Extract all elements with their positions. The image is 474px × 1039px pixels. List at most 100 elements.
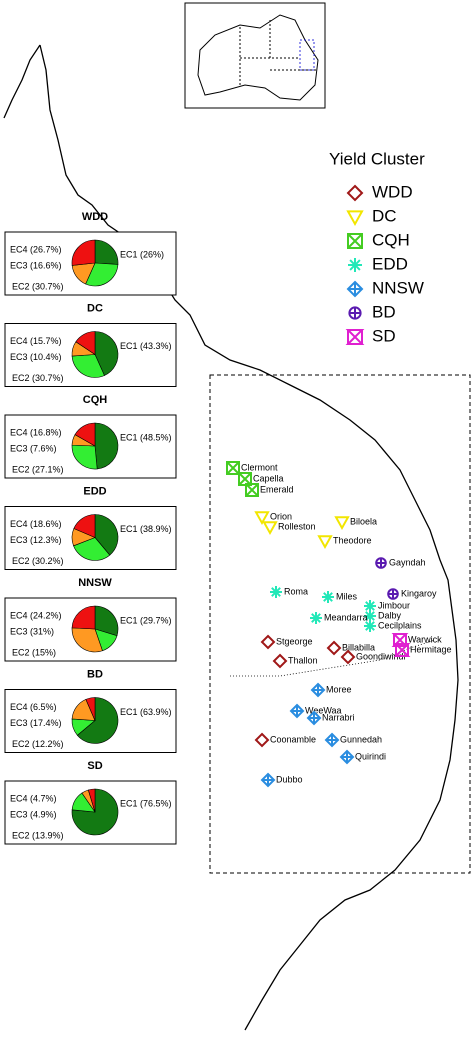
inset-borders: [239, 20, 318, 87]
pie-slice: [71, 444, 98, 470]
marker-part: [348, 258, 362, 272]
pie-label: EC3 (7.6%): [10, 443, 57, 453]
marker-part: [289, 703, 305, 719]
pie-label: EC4 (16.8%): [10, 427, 62, 437]
marker: [346, 210, 364, 227]
marker: [306, 710, 322, 726]
marker: [375, 557, 387, 569]
pie-label: EC4 (15.7%): [10, 336, 62, 346]
marker-part: [260, 772, 276, 788]
pie-slice: [71, 627, 103, 653]
pie-label: EC4 (6.5%): [10, 702, 57, 712]
pie-slice: [94, 331, 119, 376]
pie-label: EC2 (30.7%): [12, 281, 64, 291]
pie-title: NNSW: [78, 577, 112, 589]
legend-title: Yield Cluster: [329, 149, 425, 168]
marker-part: [334, 516, 350, 531]
inset-frame: [184, 2, 326, 109]
marker: [317, 535, 333, 550]
site-label: Moree: [326, 684, 352, 694]
site-label: Cecilplains: [378, 620, 422, 630]
pie-label: EC1 (76.5%): [120, 798, 172, 808]
marker-part: [326, 640, 342, 656]
marker-part: [226, 461, 240, 475]
marker-part: [349, 307, 361, 319]
marker: [272, 653, 288, 669]
pie-label: EC2 (30.7%): [12, 373, 64, 383]
pie-label: EC3 (12.3%): [10, 535, 62, 545]
marker: [334, 516, 350, 531]
site-label: Coonamble: [270, 734, 316, 744]
site-label: Dalby: [378, 610, 402, 620]
pie-slice: [76, 697, 119, 744]
pie-slice: [94, 514, 119, 556]
legend-label: SD: [372, 326, 396, 345]
marker: [387, 588, 399, 600]
pie-slice: [74, 422, 96, 447]
marker: [347, 233, 363, 249]
pie-label: EC1 (38.9%): [120, 524, 172, 534]
marker-part: [340, 649, 356, 665]
pie-slice: [71, 605, 96, 630]
marker-part: [388, 589, 398, 599]
marker: [364, 610, 376, 622]
site-label: Clermont: [241, 462, 278, 472]
pie-label: EC3 (4.9%): [10, 809, 57, 819]
marker: [260, 634, 276, 650]
marker: [326, 640, 342, 656]
marker: [226, 461, 240, 475]
marker-part: [339, 749, 355, 765]
marker: [310, 612, 322, 624]
pie-label: EC2 (27.1%): [12, 464, 64, 474]
pie-label: EC3 (10.4%): [10, 352, 62, 362]
marker: [346, 184, 364, 202]
site-label: Roma: [284, 586, 308, 596]
pie-slice: [94, 605, 119, 637]
marker-part: [364, 600, 376, 612]
site-label: Goondiwindi: [356, 651, 406, 661]
pie-label: EC4 (24.2%): [10, 610, 62, 620]
site-label: Thallon: [288, 655, 318, 665]
legend-label: DC: [372, 206, 397, 225]
pie-slice: [71, 354, 105, 378]
pie-label: EC1 (63.9%): [120, 707, 172, 717]
pie-title: EDD: [83, 485, 106, 497]
pie-label: EC4 (18.6%): [10, 519, 62, 529]
marker-part: [346, 184, 364, 202]
marker-part: [346, 280, 364, 298]
pie-label: EC2 (30.2%): [12, 556, 64, 566]
marker: [260, 772, 276, 788]
marker: [254, 732, 270, 748]
pie-label: EC3 (16.6%): [10, 260, 62, 270]
pie-label: EC3 (17.4%): [10, 718, 62, 728]
pie-label: EC4 (4.7%): [10, 793, 57, 803]
pie-title: WDD: [82, 211, 108, 223]
legend-label: NNSW: [372, 278, 424, 297]
pie-label: EC2 (12.2%): [12, 739, 64, 749]
site-label: Theodore: [333, 535, 372, 545]
site-label: Miles: [336, 591, 358, 601]
pie-label: EC1 (48.5%): [120, 432, 172, 442]
pie-slice: [85, 262, 119, 287]
pie-slice: [75, 331, 96, 356]
marker-part: [262, 521, 278, 536]
site-label: Emerald: [260, 484, 294, 494]
marker-part: [324, 732, 340, 748]
pie-slice: [87, 788, 96, 813]
marker: [270, 586, 282, 598]
marker: [348, 306, 362, 320]
marker-part: [322, 591, 334, 603]
site-label: Biloela: [350, 516, 377, 526]
marker-part: [270, 586, 282, 598]
marker: [310, 682, 326, 698]
pie-slice: [94, 422, 119, 470]
marker: [345, 329, 365, 345]
pie-label: EC1 (26%): [120, 249, 164, 259]
pie-label: EC2 (13.9%): [12, 830, 64, 840]
pie-slice: [73, 537, 111, 561]
site-label: Gayndah: [389, 557, 426, 567]
marker-part: [310, 682, 326, 698]
site-label: WeeWaa: [305, 705, 342, 715]
